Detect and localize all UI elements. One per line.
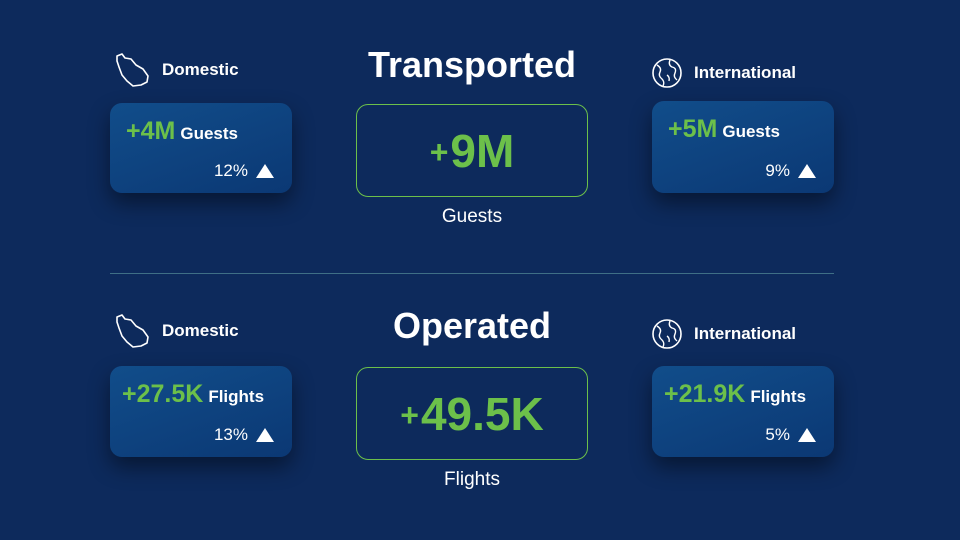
triangle-up-icon xyxy=(798,428,816,442)
domestic-label: Domestic xyxy=(162,321,239,340)
international-guests-card: +5M Guests 9% xyxy=(652,101,834,193)
domestic-flights-percent: 13% xyxy=(213,425,248,444)
saudi-map-outline-icon xyxy=(116,314,149,348)
domestic-guests-card: +4M Guests 12% xyxy=(110,103,292,193)
transported-total-box: +9M xyxy=(356,104,588,197)
triangle-up-icon xyxy=(798,164,816,178)
transported-total-plus: + xyxy=(429,133,449,170)
domestic-label: Domestic xyxy=(162,60,239,79)
domestic-flights-value: +27.5K xyxy=(122,380,204,408)
operated-total-caption: Flights xyxy=(444,469,500,490)
triangle-up-icon xyxy=(256,164,274,178)
triangle-up-icon xyxy=(256,428,274,442)
operated-total-box: +49.5K xyxy=(356,367,588,460)
transported-total-caption: Guests xyxy=(441,206,503,227)
globe-icon xyxy=(652,319,682,349)
transported-heading: Transported xyxy=(367,44,577,85)
transported-total-value: 9M xyxy=(450,124,515,177)
domestic-guests-unit: Guests xyxy=(180,124,238,143)
international-flights-unit: Flights xyxy=(750,387,807,406)
international-label-row-operated: International xyxy=(650,317,796,351)
international-label: International xyxy=(694,63,797,82)
international-flights-percent: 5% xyxy=(765,425,790,444)
operated-total-value: 49.5K xyxy=(420,387,544,440)
international-guests-value: +5M xyxy=(668,115,718,143)
operated-heading: Operated xyxy=(392,305,552,346)
international-label-row: International xyxy=(650,56,796,90)
international-flights-card: +21.9K Flights 5% xyxy=(652,366,834,457)
domestic-label-row: Domestic xyxy=(112,50,239,90)
domestic-flights-unit: Flights xyxy=(208,387,265,406)
saudi-map-outline-icon xyxy=(116,53,149,87)
international-flights-value: +21.9K xyxy=(664,380,746,408)
international-guests-unit: Guests xyxy=(722,122,780,141)
international-label: International xyxy=(694,324,797,343)
operated-total-plus: + xyxy=(400,396,419,433)
domestic-label-row-operated: Domestic xyxy=(112,311,239,351)
globe-icon xyxy=(652,58,682,88)
domestic-guests-percent: 12% xyxy=(213,161,248,180)
domestic-guests-value: +4M xyxy=(126,117,176,145)
domestic-flights-card: +27.5K Flights 13% xyxy=(110,366,292,457)
section-divider xyxy=(110,273,834,274)
international-guests-percent: 9% xyxy=(765,161,790,180)
